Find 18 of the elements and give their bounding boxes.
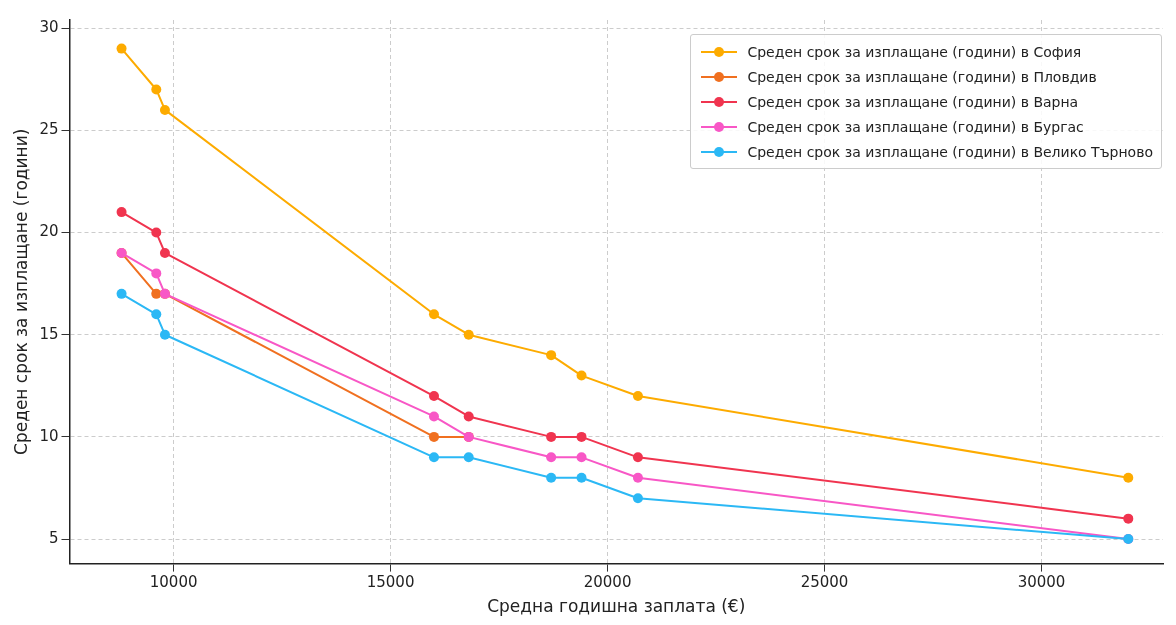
- x-tick-label: 15000: [366, 573, 415, 592]
- x-axis-title: Средна годишна заплата (€): [487, 596, 746, 617]
- y-tick-label: 15: [39, 324, 59, 343]
- x-tick-label: 20000: [583, 573, 632, 592]
- legend-label: Среден срок за изплащане (години) в Бургас: [747, 118, 1084, 135]
- legend-label: Среден срок за изплащане (години) в Варна: [747, 93, 1079, 110]
- y-tick-label: 5: [48, 528, 59, 547]
- x-tick-label: 30000: [1017, 573, 1066, 592]
- y-tick-label: 20: [39, 222, 59, 241]
- y-tick-label: 30: [39, 18, 59, 37]
- x-tick-label: 10000: [149, 573, 198, 592]
- legend-label: Среден срок за изплащане (години) в София: [747, 43, 1082, 60]
- x-tick-label: 25000: [800, 573, 849, 592]
- y-tick-label: 10: [39, 426, 59, 445]
- y-tick-label: 25: [39, 120, 59, 139]
- y-axis-title: Среден срок за изплащане (години): [10, 128, 31, 455]
- legend-label: Среден срок за изплащане (години) в Велико Търново: [747, 143, 1153, 160]
- legend-label: Среден срок за изплащане (години) в Пловдив: [747, 68, 1097, 85]
